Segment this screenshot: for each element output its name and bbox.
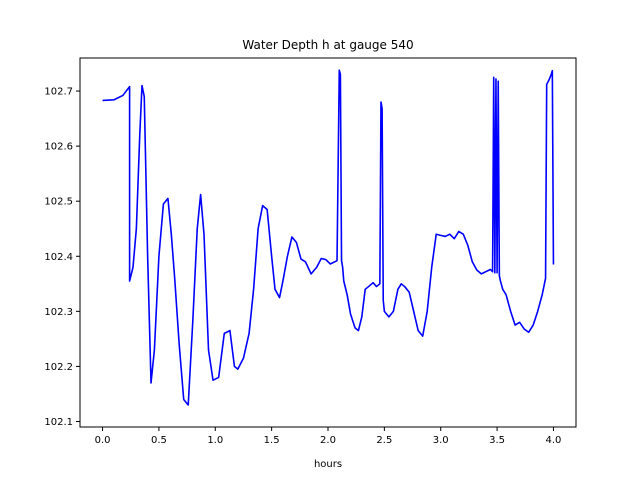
x-tick-label: 3.0 <box>433 435 449 446</box>
x-tick-label: 3.5 <box>489 435 505 446</box>
x-tick-label: 4.0 <box>546 435 562 446</box>
series-line-0 <box>102 69 555 406</box>
y-tick-label: 102.5 <box>44 197 73 208</box>
x-tick-label: 2.0 <box>320 435 336 446</box>
y-tick-label: 102.2 <box>44 362 73 373</box>
x-axis-label: hours <box>314 459 342 470</box>
chart-title: Water Depth h at gauge 540 <box>242 38 413 52</box>
y-tick-label: 102.7 <box>44 87 73 98</box>
y-tick-label: 102.1 <box>44 417 73 428</box>
x-tick-label: 1.5 <box>264 435 280 446</box>
y-tick-label: 102.6 <box>44 142 73 153</box>
x-axis: 0.0 0.5 1.0 1.5 2.0 2.5 3.0 3.5 4.0 <box>95 427 562 446</box>
plot-area <box>102 69 555 406</box>
y-axis: 102.1 102.2 102.3 102.4 102.5 102.6 102.7 <box>44 87 80 428</box>
x-tick-label: 1.0 <box>207 435 223 446</box>
x-tick-label: 2.5 <box>376 435 392 446</box>
x-tick-label: 0.5 <box>151 435 167 446</box>
axes-frame <box>79 57 577 428</box>
y-tick-label: 102.3 <box>44 307 73 318</box>
x-tick-label: 0.0 <box>95 435 111 446</box>
y-tick-label: 102.4 <box>44 252 73 263</box>
